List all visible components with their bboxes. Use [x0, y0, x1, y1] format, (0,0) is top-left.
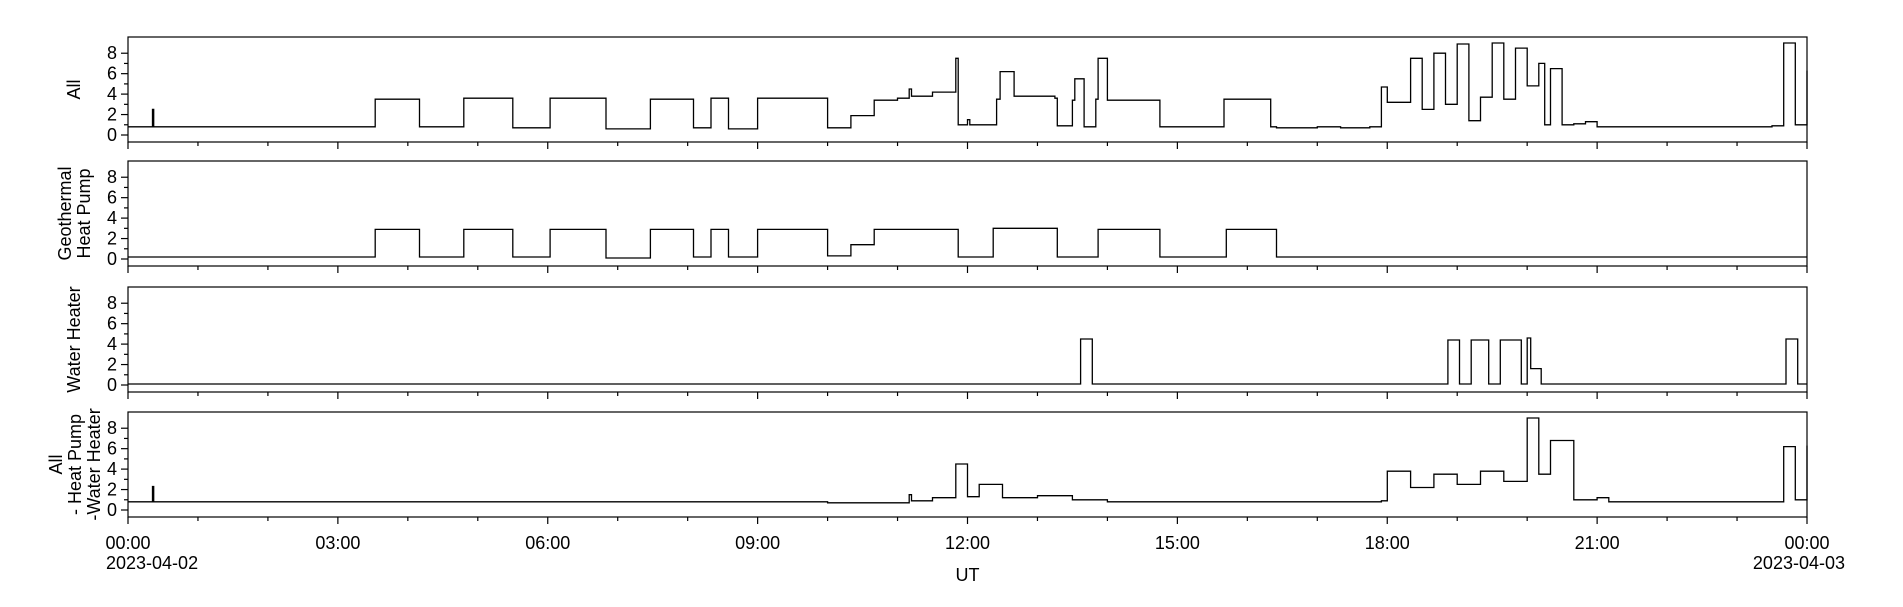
- panel-frame: [127, 286, 1808, 393]
- y-axis-label-line: Heat Pump: [74, 168, 94, 258]
- y-tick-label: 4: [107, 334, 117, 354]
- y-axis-label: All: [64, 79, 84, 99]
- x-axis: 00:00 03:00 06:00 09:00 12:00 15:00 18:00 21:00…: [105, 533, 1845, 573]
- x-axis-label: UT: [956, 565, 980, 585]
- x-tick-label: 06:00: [525, 533, 570, 553]
- y-tick-label: 8: [107, 418, 117, 438]
- y-axis-label-line: All: [46, 454, 66, 474]
- y-tick-label: 8: [107, 293, 117, 313]
- y-tick-label: 6: [107, 64, 117, 84]
- y-tick-label: 6: [107, 188, 117, 208]
- y-axis-label-line: Geothermal: [55, 166, 75, 260]
- x-tick-label: 00:00: [1784, 533, 1829, 553]
- y-tick-label: 6: [107, 314, 117, 334]
- y-tick-label: 4: [107, 84, 117, 104]
- y-tick-label: 2: [107, 229, 117, 249]
- y-axis-label-line: All: [64, 79, 84, 99]
- series-line: [128, 227, 1807, 259]
- y-tick-label: 2: [107, 105, 117, 125]
- y-tick-label: 2: [107, 480, 117, 500]
- x-tick-label: 00:00: [105, 533, 150, 553]
- y-tick-label: 6: [107, 439, 117, 459]
- panel-frame: [127, 36, 1808, 143]
- y-axis-label-line: Water Heater: [64, 286, 84, 392]
- y-axis-label-line: -Water Heater: [84, 408, 104, 520]
- y-tick-label: 4: [107, 208, 117, 228]
- y-axis-label: GeothermalHeat Pump: [55, 166, 94, 260]
- x-tick-label: 21:00: [1575, 533, 1620, 553]
- y-tick-label: 0: [107, 249, 117, 269]
- y-tick-label: 2: [107, 355, 117, 375]
- y-tick-label: 8: [107, 167, 117, 187]
- x-tick-label: 09:00: [735, 533, 780, 553]
- y-axis-label: All- Heat Pump-Water Heater: [46, 408, 104, 520]
- x-tick-label: 15:00: [1155, 533, 1200, 553]
- panel-frame: [127, 160, 1808, 267]
- y-axis-label: Water Heater: [64, 286, 84, 392]
- y-axis-label-line: - Heat Pump: [65, 414, 85, 515]
- x-tick-label: 12:00: [945, 533, 990, 553]
- y-tick-label: 4: [107, 459, 117, 479]
- series-line: [128, 417, 1808, 504]
- x-date-end-label: 2023-04-03: [1753, 553, 1845, 573]
- y-tick-label: 0: [107, 125, 117, 145]
- series-line: [128, 337, 1807, 385]
- series-line: [128, 42, 1808, 130]
- y-tick-label: 0: [107, 375, 117, 395]
- y-tick-label: 0: [107, 500, 117, 520]
- x-tick-label: 03:00: [315, 533, 360, 553]
- x-tick-label: 18:00: [1365, 533, 1410, 553]
- y-tick-label: 8: [107, 43, 117, 63]
- x-date-start-label: 2023-04-02: [106, 553, 198, 573]
